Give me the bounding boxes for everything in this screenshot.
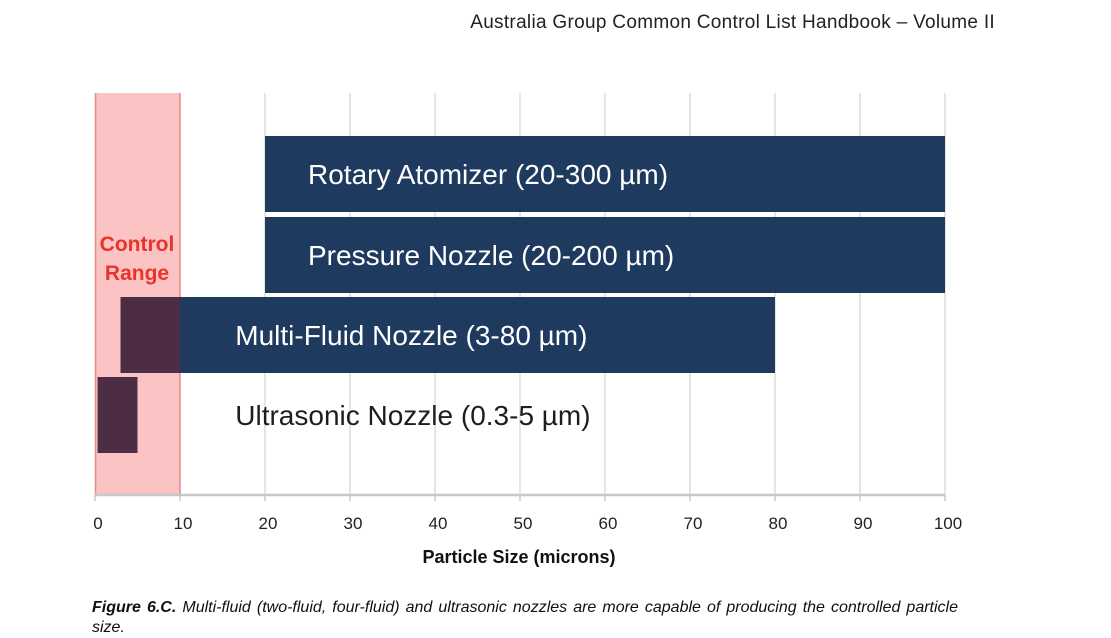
control-range-label-line2: Range xyxy=(105,262,169,285)
x-tick-label: 20 xyxy=(259,514,278,533)
page-header: Australia Group Common Control List Hand… xyxy=(470,12,995,33)
bar xyxy=(265,136,945,212)
x-tick-label: 50 xyxy=(514,514,533,533)
bar-label: Pressure Nozzle (20-200 µm) xyxy=(308,240,674,271)
x-tick-label: 30 xyxy=(344,514,363,533)
x-tick-label: 0 xyxy=(93,514,102,533)
bar-labels: Rotary Atomizer (20-300 µm) Pressure Nozz… xyxy=(235,159,674,431)
caption-text: Multi-fluid (two-fluid, four-fluid) and … xyxy=(92,599,959,636)
x-tick-label: 100 xyxy=(934,514,962,533)
particle-size-chart: Control Range 0 10 20 30 40 50 60 70 80 90 100 Parti… xyxy=(93,93,962,567)
bar-overlap xyxy=(120,297,180,373)
x-tick-label: 40 xyxy=(429,514,448,533)
bar-label: Ultrasonic Nozzle (0.3-5 µm) xyxy=(235,400,590,431)
figure-number: Figure 6.C. xyxy=(92,599,177,616)
bar-label: Multi-Fluid Nozzle (3-80 µm) xyxy=(235,320,587,351)
x-axis-title: Particle Size (microns) xyxy=(422,547,615,567)
bar-label: Rotary Atomizer (20-300 µm) xyxy=(308,159,668,190)
x-axis: 0 10 20 30 40 50 60 70 80 90 100 Particle Size (mic… xyxy=(93,493,962,567)
x-tick-label: 10 xyxy=(174,514,193,533)
x-tick-label: 90 xyxy=(854,514,873,533)
bar xyxy=(97,377,138,453)
x-tick-label: 60 xyxy=(599,514,618,533)
bars xyxy=(97,136,945,453)
bar xyxy=(265,217,945,293)
x-tick-label: 80 xyxy=(769,514,788,533)
control-range-label-line1: Control xyxy=(100,233,175,256)
bar xyxy=(120,297,775,373)
figure-caption: Figure 6.C. Multi-fluid (two-fluid, four… xyxy=(92,598,958,638)
x-tick-label: 70 xyxy=(684,514,703,533)
